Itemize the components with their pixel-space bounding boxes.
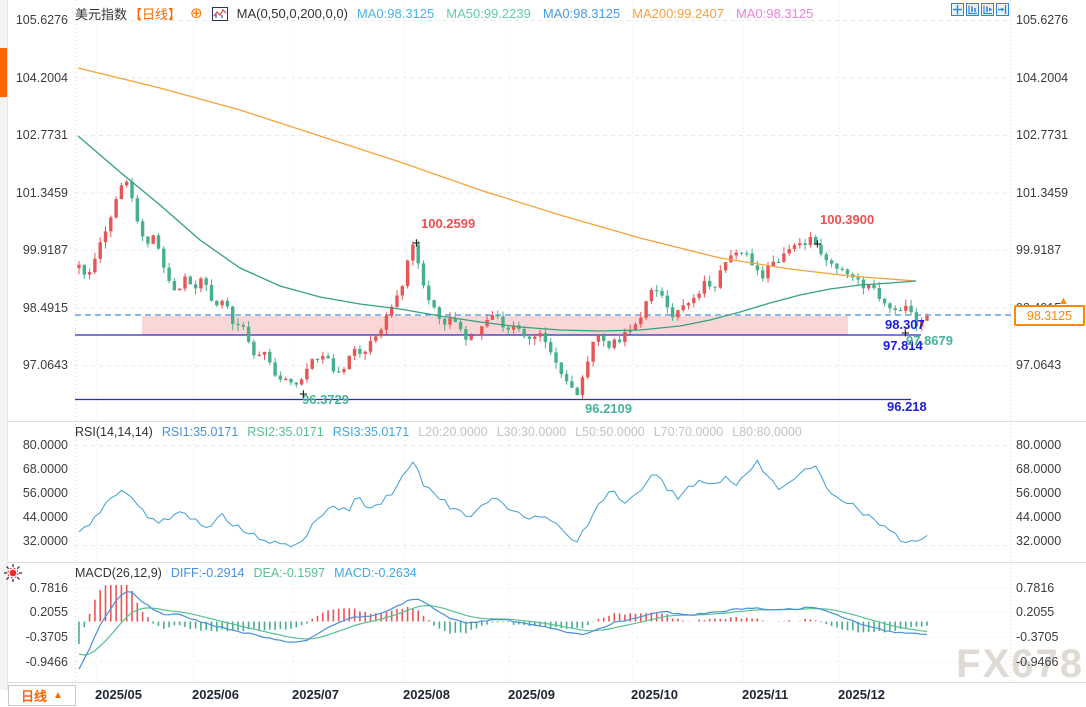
- price-axis-label-right: 97.0643: [1016, 358, 1062, 372]
- rsi-header: RSI(14,14,14) RSI1:35.0171 RSI2:35.0171 RSI…: [75, 425, 802, 439]
- rsi-header-item: RSI3:35.0171: [332, 425, 410, 439]
- price-axis-label-left: 98.4915: [22, 300, 68, 315]
- watermark: FX678: [956, 642, 1084, 686]
- macd-header-item: MACD(26,12,9): [75, 566, 162, 580]
- x-axis-label: 2025/05: [95, 687, 142, 702]
- rsi-header-item: RSI(14,14,14): [75, 425, 153, 439]
- rsi-header-item: L70:70.0000: [653, 425, 724, 439]
- price-axis-label-left: 102.7731: [15, 128, 68, 142]
- macd-axis-label-right: 0.2055: [1016, 604, 1055, 619]
- price-axis-label-right: 99.9187: [1016, 243, 1062, 257]
- rsi-axis-label-left: 44.0000: [22, 510, 68, 524]
- rsi-axis-label-right: 32.0000: [1016, 534, 1062, 548]
- rsi-axis-label-left: 80.0000: [22, 438, 68, 452]
- price-axis-label-left: 99.9187: [22, 243, 68, 257]
- macd-axis-label-right: -0.9466: [1016, 654, 1059, 669]
- rsi-axis-label-left: 32.0000: [22, 534, 68, 548]
- hot-indicator-icon[interactable]: [3, 563, 23, 583]
- crosshair-marker: +: [901, 325, 910, 342]
- price-annotation: 100.2599: [421, 216, 476, 231]
- period-label: 日线: [21, 689, 48, 704]
- rsi-axis-label-right: 68.0000: [1016, 462, 1062, 476]
- ma-value-chip: MA0:98.3125: [735, 6, 814, 21]
- rsi-axis-label-right: 80.0000: [1016, 438, 1062, 452]
- rsi-header-item: L20:20.0000: [418, 425, 488, 439]
- price-annotation: 100.3900: [820, 212, 875, 227]
- rsi-axis-label-right: 44.0000: [1016, 510, 1062, 524]
- price-up-arrow-icon: ▲: [1058, 295, 1069, 307]
- price-annotation: 98.307: [885, 317, 925, 332]
- x-axis-label: 2025/10: [631, 687, 678, 702]
- price-annotation: 97.8679: [906, 333, 953, 348]
- ma-value-chip: MA200:99.2407: [632, 6, 724, 21]
- x-axis-label: 2025/11: [742, 687, 789, 702]
- chart-type-icon[interactable]: [211, 6, 228, 21]
- rsi-header-item: L50:50.0000: [575, 425, 645, 439]
- ma-values: MA0:98.3125 MA50:99.2239 MA0:98.3125 MA200:…: [357, 6, 813, 21]
- rsi-header-item: L30:30.0000: [496, 425, 567, 439]
- rsi-axis-label-right: 56.0000: [1016, 486, 1062, 500]
- macd-axis-label-left: 0.2055: [29, 604, 68, 619]
- price-axis-label-left: 101.3459: [15, 185, 68, 200]
- macd-header: MACD(26,12,9) DIFF:-0.2914 DEA:-0.1597 MACD…: [75, 566, 417, 580]
- ma-value-chip: MA50:99.2239: [446, 6, 531, 21]
- last-price-tag: 98.3125: [1014, 305, 1085, 326]
- ma-group-label: MA(0,50,0,200,0,0): [236, 6, 348, 21]
- macd-header-item: DEA:-0.1597: [253, 566, 326, 580]
- macd-axis-label-left: -0.9466: [25, 654, 68, 669]
- ma-value-chip: MA0:98.3125: [356, 6, 435, 21]
- left-edge-strip[interactable]: [0, 0, 8, 690]
- x-axis-label: 2025/09: [508, 687, 555, 702]
- price-annotation: 96.2109: [585, 401, 632, 416]
- macd-axis-label-right: -0.3705: [1016, 630, 1059, 644]
- period-selector-button[interactable]: 日线 ▲: [8, 685, 76, 706]
- macd-axis-label-left: -0.3705: [25, 630, 68, 644]
- rsi-header-item: L80:80.0000: [732, 425, 802, 439]
- price-axis-label-left: 104.2004: [15, 70, 68, 85]
- price-axis-label-right: 101.3459: [1016, 185, 1069, 200]
- x-axis-label: 2025/07: [292, 687, 339, 702]
- macd-axis-label-left: 0.7816: [29, 581, 68, 595]
- period-tag: 【日线】: [129, 7, 182, 22]
- period-dropdown-arrow-icon: ▲: [53, 690, 63, 701]
- left-edge-strip-orange-handle[interactable]: [0, 48, 7, 97]
- axis-candles-icon[interactable]: [966, 2, 979, 17]
- macd-header-item: MACD:-0.2634: [334, 566, 417, 580]
- rsi-header-item: RSI1:35.0171: [161, 425, 239, 439]
- chart-toolbar: [951, 2, 1009, 17]
- rsi-axis-label-left: 56.0000: [22, 486, 68, 500]
- price-axis-label-left: 105.6276: [15, 13, 68, 27]
- ma-value-chip: MA0:98.3125: [542, 6, 621, 21]
- rsi-header-item: RSI2:35.0171: [247, 425, 324, 439]
- macd-axis-label-right: 0.7816: [1016, 581, 1055, 595]
- crosshair-marker: +: [299, 386, 308, 403]
- price-axis-label-left: 97.0643: [22, 358, 68, 372]
- chart-header: 美元指数 【日线】 ⊕ MA(0,50,0,200,0,0) MA0:98.31…: [75, 4, 813, 23]
- price-annotation: 97.814: [883, 338, 923, 353]
- add-indicator-icon[interactable]: ⊕: [190, 4, 203, 22]
- rsi-axis-label-left: 68.0000: [22, 462, 68, 476]
- price-axis-label-right: 105.6276: [1016, 13, 1069, 27]
- crosshair-marker: +: [813, 236, 822, 253]
- price-axis-label-right: 102.7731: [1016, 128, 1069, 142]
- symbol-title: 美元指数: [75, 7, 128, 22]
- x-axis-label: 2025/12: [838, 687, 885, 702]
- macd-header-item: DIFF:-0.2914: [170, 566, 245, 580]
- move-crosshair-icon[interactable]: [951, 2, 964, 17]
- axis-candles-arrow-icon[interactable]: [981, 2, 994, 17]
- x-axis-label: 2025/08: [403, 687, 450, 702]
- x-axis-label: 2025/06: [192, 687, 239, 702]
- collapse-panel-icon[interactable]: [996, 2, 1009, 17]
- price-annotation: 96.218: [887, 399, 927, 414]
- price-axis-label-right: 104.2004: [1016, 70, 1069, 85]
- price-annotation: 96.3729: [302, 392, 349, 407]
- crosshair-marker: +: [412, 235, 421, 252]
